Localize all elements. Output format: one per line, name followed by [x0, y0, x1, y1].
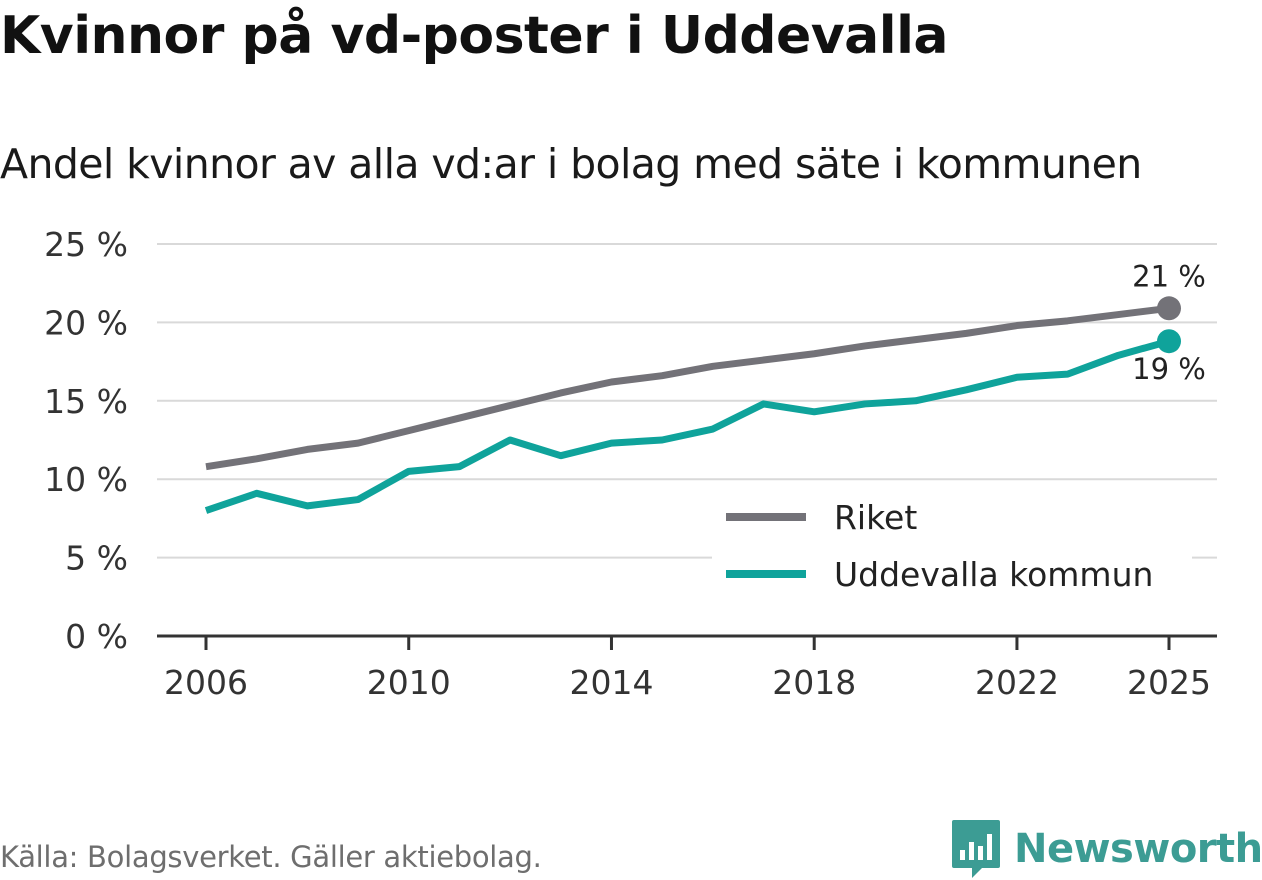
y-tick-label: 25 %	[44, 225, 128, 264]
x-tick-label: 2006	[164, 663, 248, 702]
x-tick-label: 2018	[772, 663, 856, 702]
legend-label: Uddevalla kommun	[834, 555, 1153, 594]
x-tick-label: 2014	[569, 663, 653, 702]
end-value-label: 21 %	[1132, 259, 1206, 293]
y-tick-label: 5 %	[65, 539, 128, 578]
source-note: Källa: Bolagsverket. Gäller aktiebolag.	[0, 840, 542, 874]
brand-logo: Newsworthy	[950, 818, 1262, 880]
brand-name: Newsworthy	[1014, 826, 1262, 872]
x-tick-label: 2010	[367, 663, 451, 702]
chart-subtitle: Andel kvinnor av alla vd:ar i bolag med …	[0, 140, 1142, 188]
y-tick-label: 15 %	[44, 382, 128, 421]
x-tick-label: 2022	[975, 663, 1059, 702]
y-tick-label: 10 %	[44, 460, 128, 499]
bar-chart-logo-icon	[952, 820, 1000, 878]
x-tick-label: 2025	[1127, 663, 1211, 702]
chart-title: Kvinnor på vd-poster i Uddevalla	[0, 6, 949, 66]
legend-label: Riket	[834, 498, 917, 537]
y-tick-label: 0 %	[65, 617, 128, 656]
series-end-point	[1157, 329, 1181, 354]
end-value-label: 19 %	[1132, 352, 1206, 386]
series-end-point	[1157, 296, 1181, 321]
series-line	[205, 304, 1170, 471]
legend-background	[712, 486, 1192, 604]
series-line	[204, 337, 1170, 514]
y-tick-label: 20 %	[44, 303, 128, 342]
